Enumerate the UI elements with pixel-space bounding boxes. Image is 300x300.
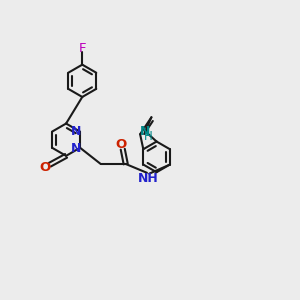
Text: O: O bbox=[39, 160, 50, 173]
Text: NH: NH bbox=[138, 172, 159, 185]
Text: O: O bbox=[116, 138, 127, 151]
Text: N: N bbox=[70, 142, 81, 155]
Text: H: H bbox=[144, 130, 152, 143]
Text: N: N bbox=[140, 125, 150, 138]
Text: N: N bbox=[70, 124, 81, 137]
Text: F: F bbox=[79, 42, 86, 55]
